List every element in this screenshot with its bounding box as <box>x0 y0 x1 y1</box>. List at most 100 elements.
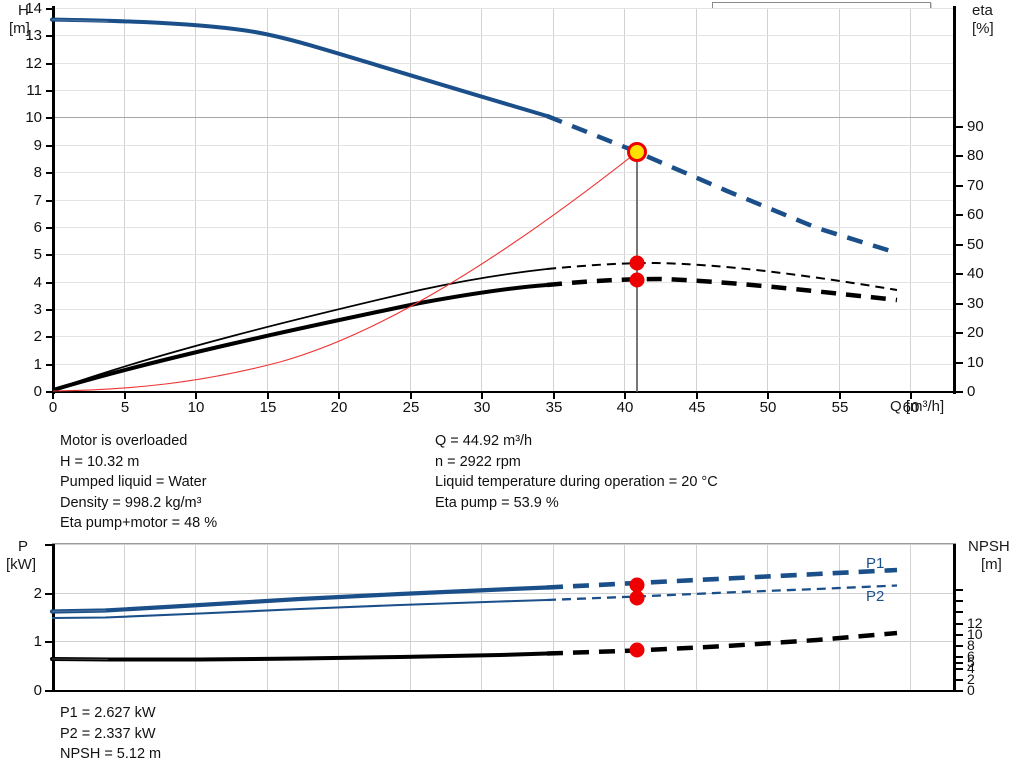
info-right-line-2: n = 2922 rpm <box>435 453 521 470</box>
bottom-y-right-tick-label: 2 <box>967 671 975 687</box>
p2-curve-dashed <box>546 584 898 602</box>
top-y-left-tick-label: 8 <box>33 164 42 181</box>
top-gridline-horizontal <box>52 364 953 365</box>
bottom-gridline-vertical <box>410 544 411 690</box>
top-gridline-horizontal <box>52 90 953 91</box>
bottom-y-right-tick-label: 6 <box>967 648 975 664</box>
top-y-right-tick <box>955 155 963 157</box>
top-gridline-vertical <box>696 8 697 391</box>
bottom-y-right-tick <box>955 623 963 625</box>
top-y-right-tick <box>955 244 963 246</box>
info-bottom-line-1: P1 = 2.627 kW <box>60 705 156 721</box>
bottom-axis-right <box>953 543 956 692</box>
bottom-gridline-vertical <box>910 544 911 690</box>
top-x-tick-label: 45 <box>688 399 706 416</box>
top-gridline-vertical <box>267 8 268 391</box>
bottom-y-left-axis-title-p: P <box>18 538 29 555</box>
info-left-line-2: H = 10.32 m <box>60 453 140 470</box>
top-y-right-tick <box>955 303 963 305</box>
p1-curve-thin-start <box>51 610 107 613</box>
top-x-tick <box>338 393 340 399</box>
bottom-y-left-tick-label: 0 <box>33 682 42 699</box>
bottom-y-right-tick-label: 10 <box>967 626 983 642</box>
top-x-tick-label: 30 <box>473 399 491 416</box>
top-x-tick <box>267 393 269 399</box>
top-y-left-tick <box>46 282 53 284</box>
top-gridline-vertical <box>767 8 768 391</box>
top-gridline-vertical <box>910 8 911 391</box>
info-block-bottom: P1 = 2.627 kW P2 = 2.337 kW NPSH = 5.12 … <box>60 703 161 765</box>
top-gridline-horizontal <box>52 227 953 228</box>
top-y-left-tick-label: 7 <box>33 192 42 209</box>
top-y-right-tick <box>955 332 963 334</box>
bottom-y-left-tick <box>45 544 53 546</box>
top-gridline-horizontal <box>52 336 953 337</box>
bottom-y-right-tick-label: 5 <box>967 654 975 670</box>
bottom-gridline-vertical <box>624 544 625 690</box>
top-y-left-axis-title-h: H <box>18 2 29 19</box>
top-x-tick <box>195 393 197 399</box>
top-y-left-tick <box>46 117 53 119</box>
eta-total-curve-dashed <box>546 276 898 303</box>
top-y-left-tick <box>46 200 53 202</box>
eta-pump-curve-dashed <box>546 261 898 291</box>
top-y-left-tick-label: 9 <box>33 137 42 154</box>
top-axis-bottom <box>52 391 956 393</box>
top-y-right-tick-label: 60 <box>967 206 984 223</box>
top-y-left-tick <box>46 8 53 10</box>
bottom-gridline-vertical <box>481 544 482 690</box>
top-x-tick-label: 0 <box>48 399 58 416</box>
top-y-right-tick <box>955 273 963 275</box>
top-y-left-tick-label: 2 <box>33 328 42 345</box>
top-y-left-tick-label: 11 <box>26 82 42 99</box>
top-y-right-axis-unit-pct: [%] <box>972 20 994 37</box>
top-y-right-tick <box>955 126 963 128</box>
top-gridline-horizontal <box>52 254 953 255</box>
top-y-right-tick <box>955 391 963 393</box>
duty-point-marker <box>627 142 647 162</box>
top-gridline-vertical <box>839 8 840 391</box>
top-y-right-tick-label: 30 <box>967 295 984 312</box>
info-bottom-line-2: P2 = 2.337 kW <box>60 725 156 742</box>
p2-curve-solid <box>51 598 548 620</box>
bottom-y-right-tick-label: 4 <box>967 660 975 676</box>
top-x-tick <box>696 393 698 399</box>
top-y-left-tick-label: 6 <box>33 219 42 236</box>
top-x-tick <box>767 393 769 399</box>
top-y-right-tick-label: 40 <box>967 265 984 282</box>
top-y-right-tick-label: 50 <box>967 236 984 253</box>
bottom-y-right-tick <box>955 679 963 681</box>
system-curve <box>52 151 638 392</box>
bottom-y-right-tick <box>955 662 963 664</box>
bottom-y-right-axis-unit-m: [m] <box>981 556 1002 573</box>
top-y-left-tick-label: 3 <box>33 301 42 318</box>
top-gridline-vertical <box>410 8 411 391</box>
top-y-left-tick-label: 4 <box>33 274 42 291</box>
top-gridline-horizontal <box>52 35 953 36</box>
top-x-tick-label: 60 <box>902 399 920 416</box>
bottom-gridline-horizontal <box>52 544 953 545</box>
bottom-y-right-tick-label: 0 <box>967 682 975 698</box>
top-y-right-tick-label: 20 <box>967 324 984 341</box>
npsh-duty-marker <box>629 642 645 658</box>
bottom-y-right-axis-title-npsh: NPSH <box>968 538 1010 555</box>
top-x-tick <box>52 393 54 399</box>
p1-curve-dashed <box>546 567 898 590</box>
top-x-tick-label: 25 <box>402 399 420 416</box>
top-y-left-axis-unit-m: [m] <box>9 20 30 37</box>
p1-curve-solid <box>49 585 550 614</box>
top-y-right-tick-label: 70 <box>967 177 984 194</box>
p1-series-label: P1 <box>866 555 885 572</box>
bottom-gridline-horizontal <box>52 593 953 594</box>
top-plot-grid: 0 5 10 15 20 25 30 35 40 45 50 55 60 0 1 2 3 4 5 6 7 8 9 10 11 12… <box>25 1 984 415</box>
p1-duty-marker <box>629 577 645 593</box>
top-y-left-tick <box>46 227 53 229</box>
bottom-gridline-vertical <box>839 544 840 690</box>
bottom-y-right-tick <box>955 645 963 647</box>
top-y-left-tick <box>46 309 53 311</box>
info-block-left: Motor is overloaded H = 10.32 m Pumped l… <box>60 431 217 534</box>
bottom-y-right-tick <box>955 589 963 591</box>
top-x-tick-label: 15 <box>259 399 277 416</box>
bottom-y-right-tick <box>955 600 963 602</box>
head-curve-thin-start <box>51 19 109 23</box>
